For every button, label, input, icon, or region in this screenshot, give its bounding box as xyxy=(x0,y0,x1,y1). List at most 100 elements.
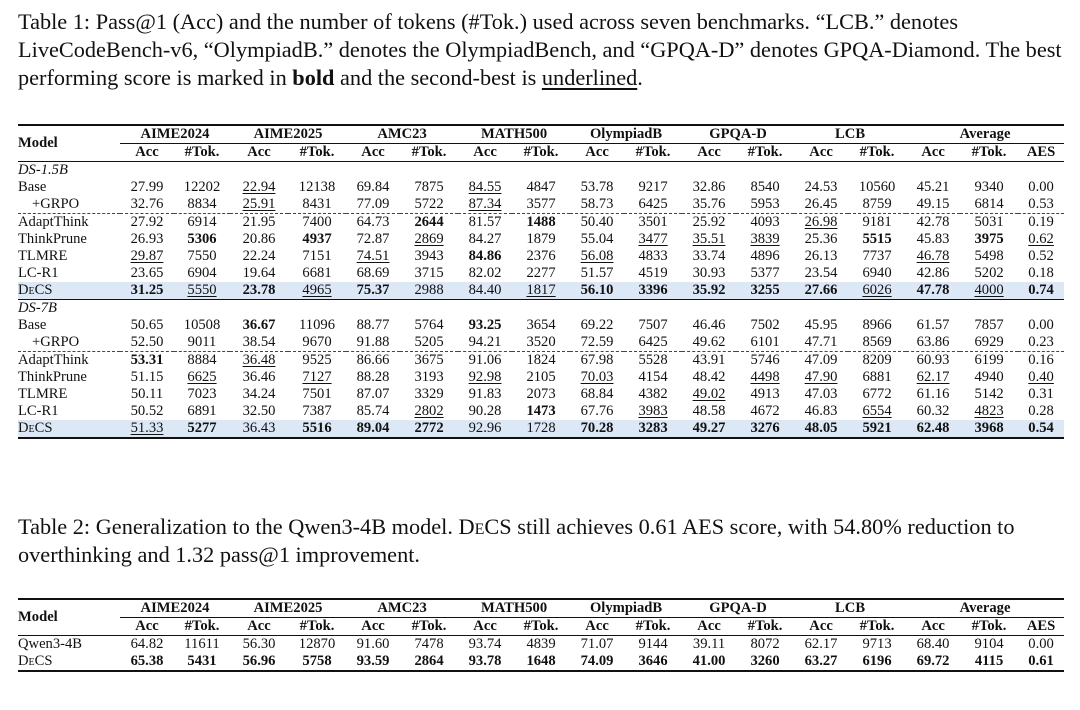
table-cell: 88.28 xyxy=(356,369,390,385)
table-cell: 5142 xyxy=(974,386,1004,402)
table-cell: 55.04 xyxy=(580,231,614,247)
table-cell: 12138 xyxy=(298,179,336,195)
table-cell: 0.00 xyxy=(1028,179,1054,195)
table-cell: 53.78 xyxy=(580,179,614,195)
table-cell: 0.28 xyxy=(1028,403,1054,419)
table-cell: 8209 xyxy=(848,351,907,369)
table-cell: 5377 xyxy=(750,265,780,281)
table-cell: 41.00 xyxy=(682,653,737,672)
t1-subheader-acc: Acc xyxy=(682,143,737,162)
caption2-text: Table 2: Generalization to the Qwen3-4B … xyxy=(18,514,459,539)
t2-header-average: Average xyxy=(906,598,1065,618)
model-name: +GRPO xyxy=(32,334,80,350)
table-cell: 4382 xyxy=(638,386,668,402)
table-cell: 91.88 xyxy=(356,334,390,350)
table-cell: 7478 xyxy=(414,636,444,652)
table-cell: 5277 xyxy=(174,420,231,439)
t2-header-aime2025: AIME2025 xyxy=(230,598,347,618)
table-cell: 0.23 xyxy=(1028,334,1054,350)
table-cell: 58.73 xyxy=(580,196,614,212)
table-cell: 75.37 xyxy=(346,282,401,300)
table-cell: 6425 xyxy=(638,196,668,212)
table-cell: 45.83 xyxy=(916,231,950,247)
table-cell: 5758 xyxy=(288,653,347,672)
table-cell: 6101 xyxy=(750,334,780,350)
t1-subheader-tok: #Tok. xyxy=(848,143,907,162)
table-cell: 71.07 xyxy=(580,636,614,652)
table-cell: 67.76 xyxy=(580,403,614,419)
t2-subheader-acc: Acc xyxy=(570,617,625,636)
table-row: LC-R1 23.65 6904 19.64 6681 68.69 3715 82.02 227… xyxy=(18,265,1064,282)
table-cell: 91.06 xyxy=(458,351,513,369)
table-cell: 2073 xyxy=(526,386,556,402)
table-cell: 32.50 xyxy=(242,403,276,419)
table-cell: 2988 xyxy=(400,282,459,300)
table-cell: 50.11 xyxy=(130,386,164,402)
t2-subheader-tok: #Tok. xyxy=(624,617,683,636)
table-cell: 38.54 xyxy=(242,334,276,350)
table-cell: 87.07 xyxy=(356,386,390,402)
table-cell: 4115 xyxy=(960,653,1019,672)
table-cell: 84.55 xyxy=(468,179,502,195)
table-cell: 39.11 xyxy=(692,636,726,652)
table-cell: 0.62 xyxy=(1028,231,1054,247)
table-cell: 88.77 xyxy=(356,317,390,333)
table-row: TLMRE 29.87 7550 22.24 7151 74.51 3943 84.86 237… xyxy=(18,248,1064,265)
table-cell: 7857 xyxy=(974,317,1004,333)
table-cell: 60.32 xyxy=(916,403,950,419)
table-cell: 2864 xyxy=(400,653,459,672)
table-cell: 4965 xyxy=(288,282,347,300)
table-cell: 69.22 xyxy=(580,317,614,333)
table-row: Base 27.99 12202 22.94 12138 69.84 7875 84.55 48… xyxy=(18,179,1064,196)
table-cell: 5202 xyxy=(974,265,1004,281)
model-name: ThinkPrune xyxy=(18,369,87,385)
t1-subheader-acc: Acc xyxy=(346,143,401,162)
t1-header-math500: MATH500 xyxy=(458,124,571,144)
table-cell: 68.69 xyxy=(356,265,390,281)
caption1-text-mid: and the second-best is xyxy=(334,65,542,90)
table-cell: 12870 xyxy=(298,636,336,652)
table-cell: 7875 xyxy=(414,179,444,195)
table-cell: 1879 xyxy=(526,231,556,247)
t1-subheader-aes: AES xyxy=(1018,143,1065,162)
t1-subheader-tok: #Tok. xyxy=(960,143,1019,162)
table-row: Base 50.65 10508 36.67 11096 88.77 5764 93.25 36… xyxy=(18,317,1064,334)
table-cell: 20.86 xyxy=(242,231,276,247)
table-row: DeCS 65.38 5431 56.96 5758 93.59 2864 93.78 1648… xyxy=(18,653,1065,672)
t2-subheader-acc: Acc xyxy=(230,617,289,636)
t1-subheader-tok: #Tok. xyxy=(512,143,571,162)
table-cell: 90.28 xyxy=(468,403,502,419)
table-cell: 65.38 xyxy=(120,653,174,672)
table-cell: 93.25 xyxy=(468,317,502,333)
t2-subheader-acc: Acc xyxy=(906,617,961,636)
table-cell: 62.48 xyxy=(906,420,961,439)
t1-subheader-acc: Acc xyxy=(120,143,174,162)
table-cell: 69.84 xyxy=(356,179,390,195)
table-cell: 61.16 xyxy=(916,386,950,402)
table-cell: 42.78 xyxy=(906,213,961,231)
table-cell: 8072 xyxy=(750,636,780,652)
t1-subheader-tok: #Tok. xyxy=(174,143,231,162)
t1-header-lcb: LCB xyxy=(794,124,907,144)
t1-subheader-acc: Acc xyxy=(570,143,625,162)
table-cell: 3577 xyxy=(526,196,556,212)
table-cell: 33.74 xyxy=(692,248,726,264)
table-cell: 7507 xyxy=(638,317,668,333)
table-cell: 5031 xyxy=(960,213,1019,231)
table-cell: 10508 xyxy=(183,317,221,333)
table-cell: 7501 xyxy=(302,386,332,402)
t2-subheader-acc: Acc xyxy=(346,617,401,636)
table-cell: 87.34 xyxy=(468,196,502,212)
table-cell: 32.76 xyxy=(130,196,164,212)
t1-subheader-tok: #Tok. xyxy=(288,143,347,162)
t2-subheader-tok: #Tok. xyxy=(960,617,1019,636)
t1-subheader-acc: Acc xyxy=(230,143,289,162)
table-row: DeCS 31.25 5550 23.78 4965 75.37 2988 84.40 1817… xyxy=(18,282,1065,300)
table-cell: 6940 xyxy=(862,265,892,281)
table-cell: 9340 xyxy=(974,179,1004,195)
table-cell: 2105 xyxy=(526,369,556,385)
table-cell: 6914 xyxy=(174,213,231,231)
table-cell: 6814 xyxy=(974,196,1004,212)
table-cell: 8540 xyxy=(750,179,780,195)
table-cell: 68.40 xyxy=(916,636,950,652)
